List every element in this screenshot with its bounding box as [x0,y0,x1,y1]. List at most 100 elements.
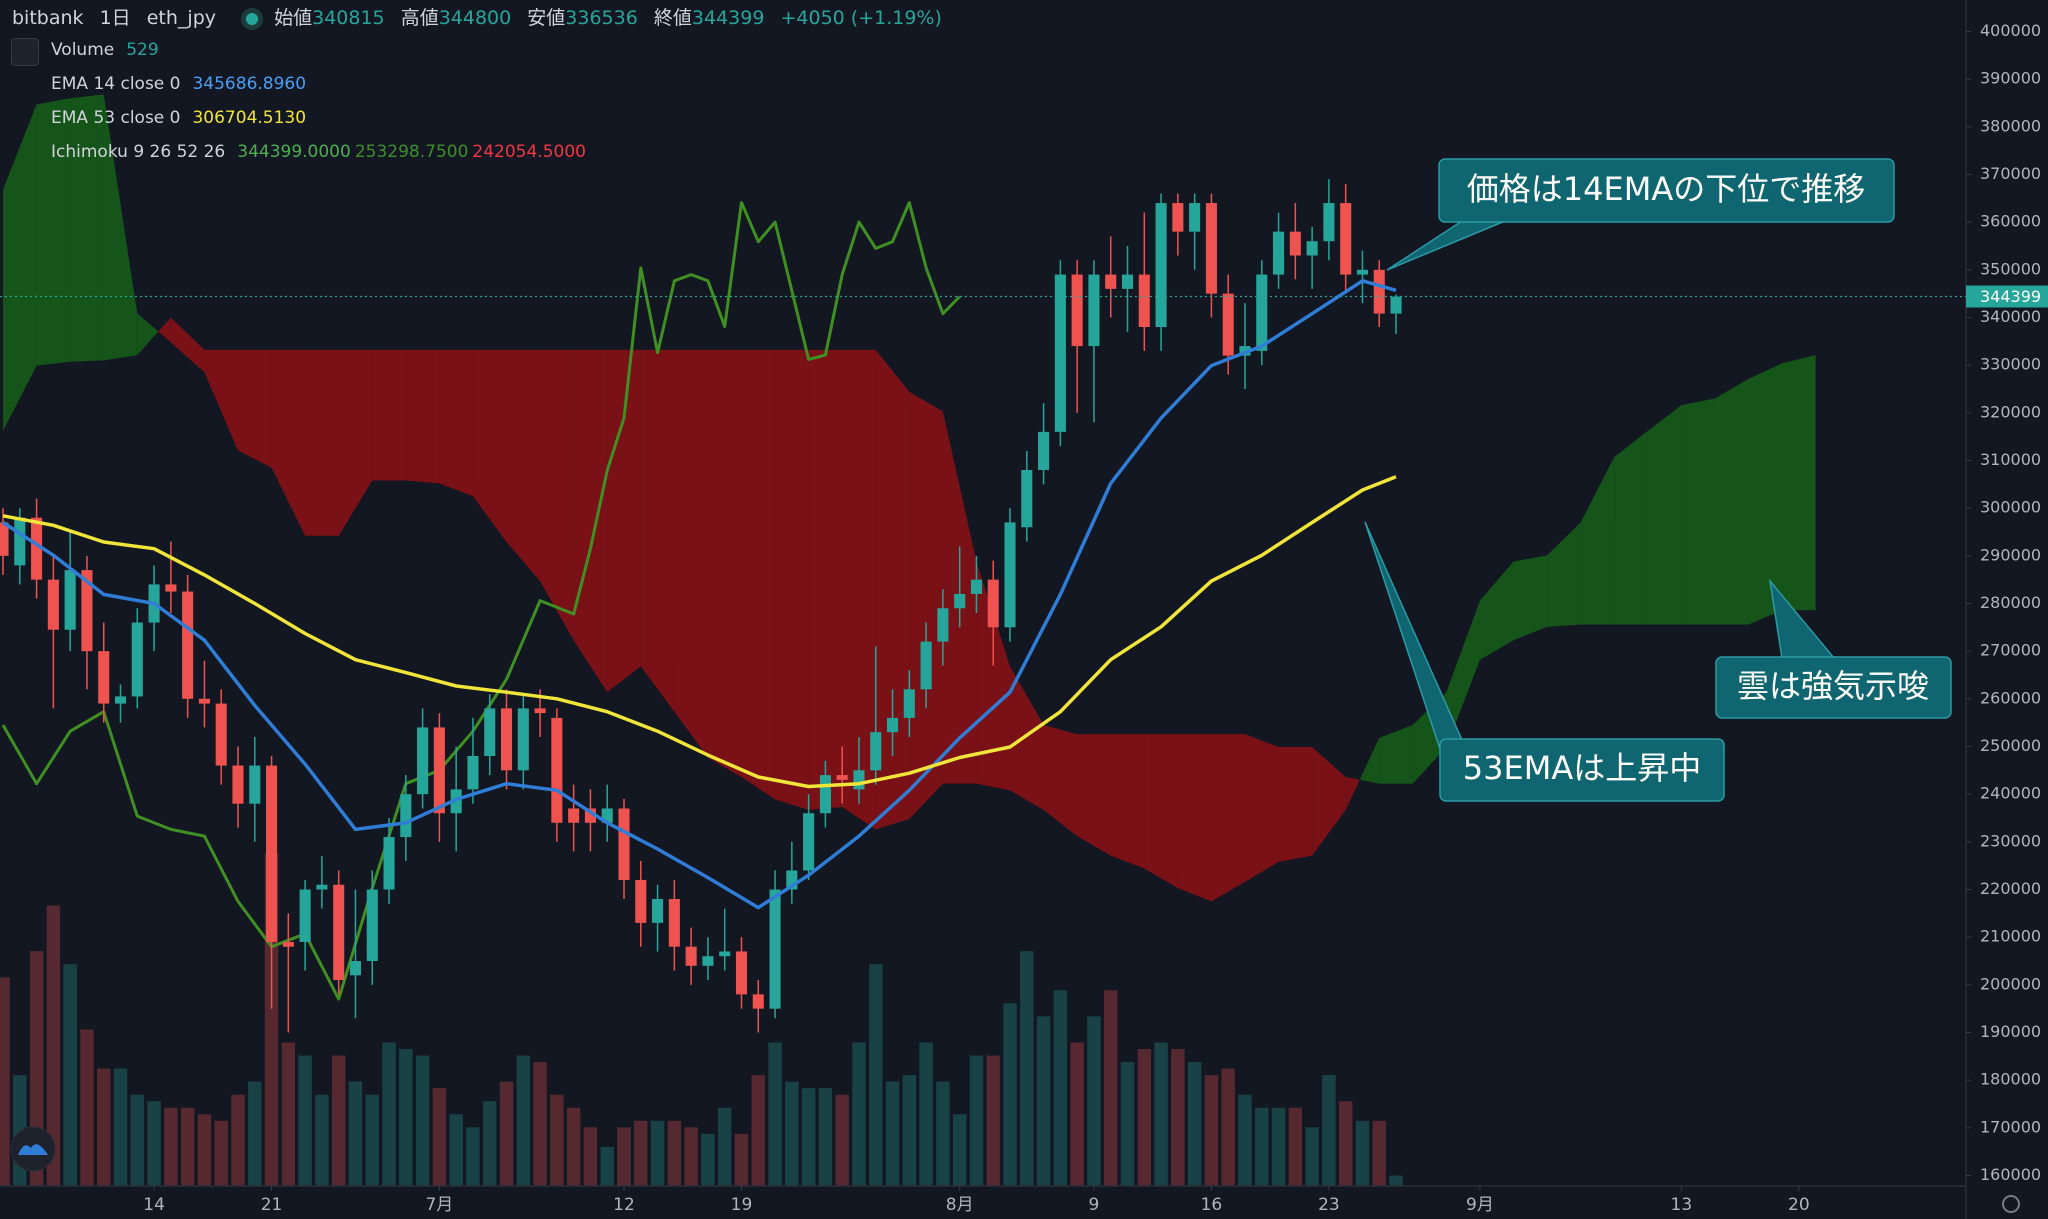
settings-icon[interactable] [2002,1195,2020,1213]
volume-bar [483,1101,497,1186]
cloud-segment [875,349,910,830]
volume-bar [583,1127,598,1186]
cloud-segment [1647,405,1682,625]
volume-bar [231,1094,245,1186]
cloud-segment [1614,430,1648,625]
candle-body [1189,203,1201,232]
candle-body [400,794,412,838]
volume-bar [550,1094,564,1186]
volume-bar [852,1042,866,1186]
volume-bar [97,1068,111,1186]
candle-body [1205,203,1217,294]
cloud-segment [158,317,171,343]
volume-bar [734,1133,749,1186]
candle-body [1088,274,1100,347]
candle-body [232,765,244,804]
collapse-legend-button[interactable] [11,38,39,66]
cloud-segment [271,349,306,536]
callout-box [1439,738,1725,802]
legend-name: EMA 53 close 0 [51,108,181,128]
volume-bar [1255,1107,1269,1186]
candle-body [819,775,831,814]
candle-body [954,593,966,609]
cloud-segment [36,98,71,366]
x-tick-label: 19 [731,1195,753,1215]
candle-body [702,956,714,966]
legend-value: 306704.5130 [192,108,307,128]
volume-bar [1003,1003,1017,1186]
candle-body [64,570,76,630]
x-tick-label: 12 [613,1195,635,1215]
legend-row: Volume 529 [51,40,171,60]
legend-row: Ichimoku 9 26 52 26 344399.0000 253298.750… [51,142,598,162]
volume-bar [1053,990,1068,1186]
y-tick-label: 400000 [1980,21,2041,40]
callout-text: 53EMAは上昇中 [1463,749,1701,787]
cloud-segment [976,561,1011,791]
volume-bar [667,1120,682,1186]
y-tick-label: 390000 [1980,69,2041,88]
x-tick-label: 16 [1201,1195,1223,1215]
callout: 価格は14EMAの下位で推移 [1386,158,1895,271]
legend-value: 253298.7500 [354,142,469,162]
axis-layer: 160000 170000 180000 190000 200000 210000 2200… [0,21,2048,1215]
candle-body [417,727,429,795]
cloud-segment [540,349,574,641]
candle-body [131,622,143,697]
cloud-segment [506,349,541,582]
callout-text: 雲は強気示唆 [1737,667,1929,705]
settings-button[interactable] [2002,1195,2020,1213]
cloud-segment [909,391,943,819]
candle-body [215,703,227,766]
candle-body [1138,274,1150,328]
y-tick-label: 250000 [1980,736,2041,755]
candle-body [618,808,630,880]
cloud-segment [405,349,440,484]
candle-body [1071,274,1083,347]
y-tick-label: 220000 [1980,879,2041,898]
callout-box [1715,656,1952,719]
candle-body [165,584,177,592]
cloud-segment [1144,734,1178,889]
cloud-segment [372,349,406,481]
candle-body [14,517,26,566]
candle-body [433,727,445,814]
volume-bar [298,1055,312,1186]
y-tick-label: 280000 [1980,593,2041,612]
volume-bar [1288,1107,1303,1186]
cloud-segment [1547,522,1581,627]
lagging-span [1,201,961,1001]
volume-bar [348,1081,363,1186]
candle-body [1021,470,1033,528]
cloud-segment [305,349,339,536]
volume-bar [1389,1175,1403,1186]
volume-bar [818,1088,833,1186]
volume-bar [919,1042,933,1186]
candle-body [601,808,613,823]
candle-body [1356,269,1369,275]
ema-line [2,475,1397,789]
volume-bar [952,1114,967,1186]
cloud-segment [70,94,104,362]
volume-bar [717,1107,732,1186]
candle-body [920,641,932,690]
callout: 雲は強気示唆 [1715,578,1952,719]
volume-bar [432,1088,447,1186]
volume-bar [415,1055,430,1186]
interval[interactable]: 1日 [99,7,131,29]
candle-body [333,884,345,981]
logo-button[interactable] [10,1126,56,1172]
cloud-segment [1479,561,1514,660]
volume-bar [1271,1107,1286,1186]
y-tick-label: 210000 [1980,927,2041,946]
candle-body [1038,431,1050,471]
volume-bar [885,1081,900,1186]
volume-bar [1305,1127,1319,1186]
candle-body [853,770,865,790]
volume-bar [399,1049,413,1186]
volume-bar [1338,1101,1353,1186]
candle-body [299,889,311,942]
y-tick-label: 230000 [1980,831,2041,850]
candle-body [1289,231,1301,256]
